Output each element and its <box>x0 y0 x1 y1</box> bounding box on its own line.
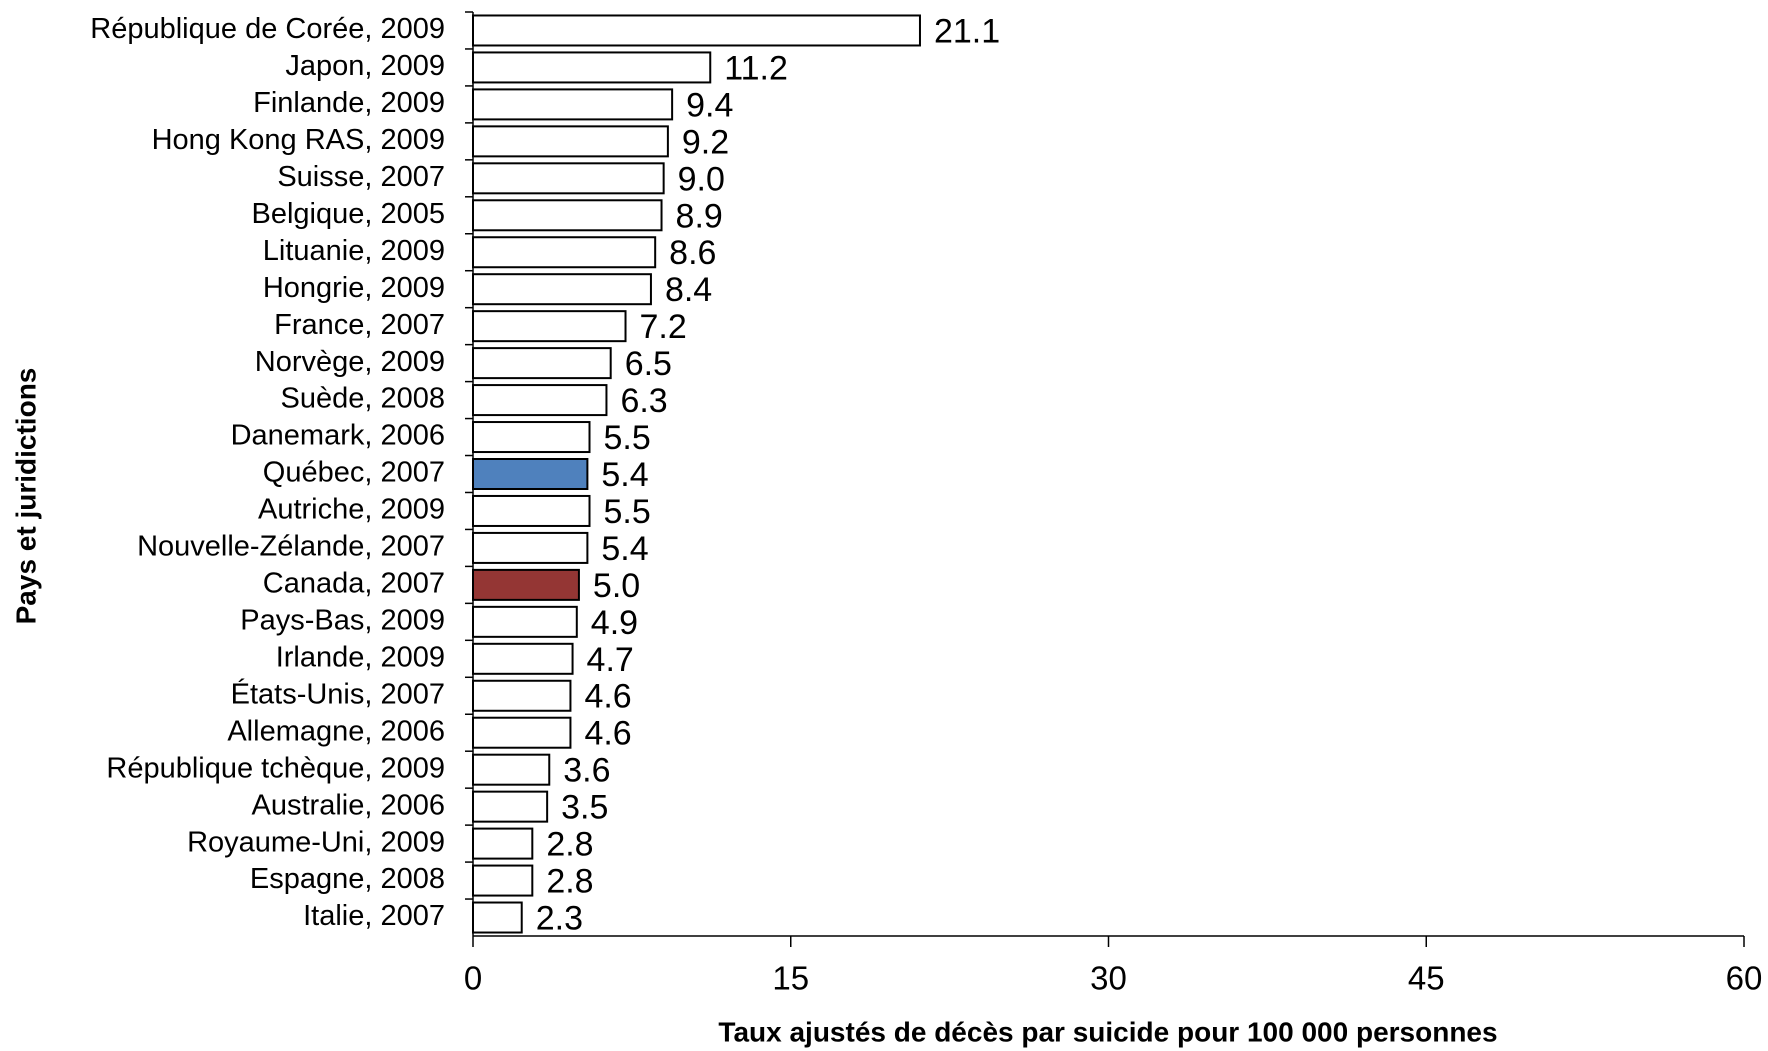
value-label: 5.5 <box>604 419 651 457</box>
bar <box>472 642 574 675</box>
value-label: 8.9 <box>676 197 723 235</box>
bar <box>472 568 580 601</box>
y-tick-label: Irlande, 2009 <box>276 641 445 673</box>
y-tick-label: Belgique, 2005 <box>252 198 446 230</box>
y-tick-label: Lituanie, 2009 <box>263 235 445 267</box>
value-label: 9.4 <box>686 86 733 124</box>
bar <box>472 51 712 84</box>
bar <box>472 531 589 564</box>
value-label: 21.1 <box>934 12 1000 50</box>
x-tick-label: 0 <box>464 960 482 997</box>
y-tick-label: Québec, 2007 <box>263 457 445 489</box>
bar <box>472 494 591 527</box>
y-tick-label: République tchèque, 2009 <box>106 752 445 784</box>
bar <box>472 310 627 343</box>
y-tick-label: Hong Kong RAS, 2009 <box>152 124 445 156</box>
bar <box>472 716 572 749</box>
y-tick-label: Hongrie, 2009 <box>263 272 445 304</box>
bar <box>472 273 652 306</box>
value-label: 9.2 <box>682 123 729 161</box>
value-label: 8.4 <box>665 271 712 309</box>
value-label: 2.3 <box>536 900 583 938</box>
value-label: 4.9 <box>591 604 638 642</box>
value-label: 9.0 <box>678 160 725 198</box>
value-label: 5.4 <box>601 456 648 494</box>
y-tick-label: Royaume-Uni, 2009 <box>187 826 445 858</box>
bar <box>472 199 663 232</box>
bar <box>472 236 657 269</box>
value-label: 5.4 <box>601 530 648 568</box>
value-label: 11.2 <box>724 49 788 87</box>
value-label: 4.6 <box>584 678 631 716</box>
bar <box>472 790 549 823</box>
bar <box>472 162 665 195</box>
value-label: 4.7 <box>587 641 634 679</box>
value-label: 2.8 <box>546 863 593 901</box>
y-tick-label: Australie, 2006 <box>252 789 445 821</box>
bar <box>472 125 669 158</box>
y-tick-label: Suisse, 2007 <box>277 161 445 193</box>
y-tick-label: Japon, 2009 <box>285 50 445 82</box>
y-tick-label: Danemark, 2006 <box>231 420 445 452</box>
bar <box>472 679 572 712</box>
y-tick-label: Allemagne, 2006 <box>227 715 445 747</box>
bar <box>472 88 674 121</box>
y-tick-label: Norvège, 2009 <box>255 346 445 378</box>
bar <box>472 384 608 417</box>
x-tick-label: 30 <box>1090 960 1127 997</box>
y-tick-label: Canada, 2007 <box>263 568 445 600</box>
bar <box>472 14 921 47</box>
bar <box>472 901 523 934</box>
value-label: 3.5 <box>561 789 608 827</box>
bar <box>472 827 534 860</box>
value-label: 6.3 <box>620 382 667 420</box>
y-tick-label: Nouvelle-Zélande, 2007 <box>137 531 445 563</box>
value-label: 7.2 <box>640 308 687 346</box>
y-tick-label: Finlande, 2009 <box>253 87 445 119</box>
x-tick-label: 15 <box>772 960 809 997</box>
value-label: 2.8 <box>546 826 593 864</box>
bar <box>472 605 578 638</box>
y-tick-label: République de Corée, 2009 <box>90 13 445 45</box>
y-tick-label: États-Unis, 2007 <box>231 677 445 710</box>
y-tick-label: Autriche, 2009 <box>258 494 445 526</box>
bar <box>472 347 612 380</box>
bar <box>472 421 591 454</box>
value-label: 4.6 <box>584 715 631 753</box>
y-tick-label: Espagne, 2008 <box>250 863 445 895</box>
x-tick-label: 60 <box>1726 960 1763 997</box>
value-label: 6.5 <box>625 345 672 383</box>
bar <box>472 458 589 490</box>
y-tick-label: Italie, 2007 <box>303 900 445 932</box>
value-label: 5.5 <box>604 493 651 531</box>
y-tick-label: Pays-Bas, 2009 <box>240 604 445 636</box>
value-label: 3.6 <box>563 752 610 790</box>
value-label: 5.0 <box>593 567 640 605</box>
bar <box>472 753 551 786</box>
x-axis-title: Taux ajustés de décès par suicide pour 1… <box>718 1016 1497 1047</box>
y-tick-label: France, 2007 <box>274 309 445 341</box>
y-axis-title: Pays et juridictions <box>10 368 41 625</box>
value-label: 8.6 <box>669 234 716 272</box>
bar <box>472 864 534 897</box>
y-tick-label: Suède, 2008 <box>281 383 445 415</box>
x-tick-label: 45 <box>1408 960 1445 997</box>
